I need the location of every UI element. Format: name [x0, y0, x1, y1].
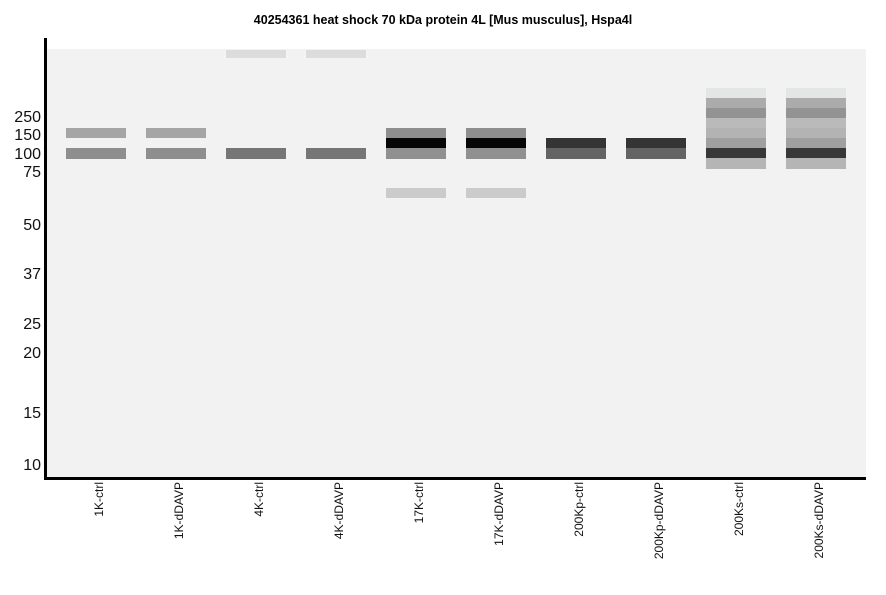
gel-band [386, 128, 446, 138]
lane-label: 200Kp-dDAVP [652, 482, 666, 560]
gel-band [706, 138, 766, 148]
lane-label: 4K-dDAVP [332, 482, 346, 540]
lane-label: 4K-ctrl [252, 482, 266, 517]
y-tick-label: 15 [23, 405, 41, 422]
gel-band [146, 148, 206, 159]
gel-band [786, 108, 846, 118]
gel-band [626, 138, 686, 148]
y-tick-label: 250 [14, 109, 41, 126]
gel-band [706, 128, 766, 138]
gel-band [706, 118, 766, 128]
gel-band [546, 148, 606, 159]
y-axis-line [44, 38, 47, 480]
lane-label: 200Kp-ctrl [572, 482, 586, 537]
gel-band [786, 128, 846, 138]
gel-band [786, 88, 846, 98]
gel-band [546, 138, 606, 148]
gel-band [466, 138, 526, 148]
gel-band [466, 128, 526, 138]
gel-band [706, 98, 766, 108]
gel-band [66, 128, 126, 138]
y-tick-label: 25 [23, 316, 41, 333]
y-tick-label: 50 [23, 217, 41, 234]
gel-band [386, 148, 446, 159]
y-tick-label: 20 [23, 345, 41, 362]
y-tick-label: 150 [14, 127, 41, 144]
gel-band [706, 108, 766, 118]
gel-band [146, 128, 206, 138]
gel-band [466, 188, 526, 198]
gel-band [786, 118, 846, 128]
lane-label: 1K-dDAVP [172, 482, 186, 540]
gel-band [786, 148, 846, 158]
y-tick-label: 75 [23, 164, 41, 181]
gel-band [706, 158, 766, 169]
lane-label: 200Ks-ctrl [732, 482, 746, 537]
gel-band [66, 148, 126, 159]
gel-band [706, 148, 766, 158]
gel-band [706, 88, 766, 98]
y-tick-label: 37 [23, 266, 41, 283]
gel-band [226, 148, 286, 159]
gel-band [786, 98, 846, 108]
y-tick-label: 100 [14, 146, 41, 163]
gel-band [626, 148, 686, 159]
y-tick-label: 10 [23, 457, 41, 474]
gel-band [466, 148, 526, 159]
gel-band [306, 50, 366, 58]
lane-label: 200Ks-dDAVP [812, 482, 826, 559]
chart-title: 40254361 heat shock 70 kDa protein 4L [M… [253, 13, 633, 27]
lane-label: 1K-ctrl [92, 482, 106, 517]
gel-band [386, 138, 446, 148]
x-axis-line [44, 477, 866, 480]
lane-label: 17K-dDAVP [492, 482, 506, 546]
gel-band [786, 158, 846, 169]
lane-label: 17K-ctrl [412, 482, 426, 524]
gel-band [306, 148, 366, 159]
gel-band [386, 188, 446, 198]
gel-band [786, 138, 846, 148]
gel-band [226, 50, 286, 58]
